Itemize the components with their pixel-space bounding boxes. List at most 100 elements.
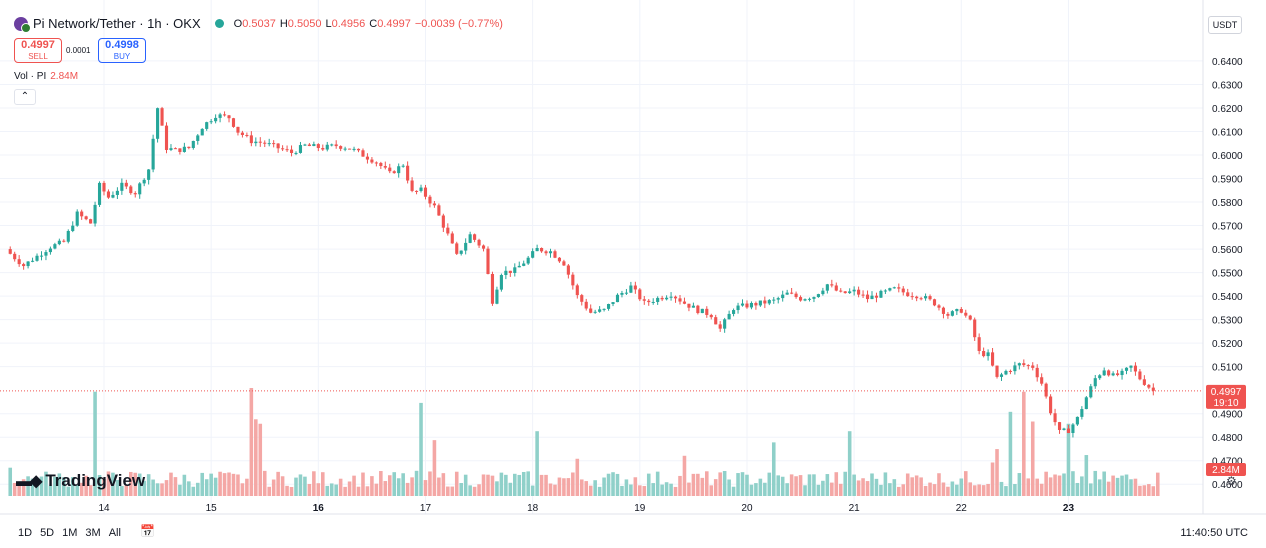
candle-body (749, 302, 754, 308)
symbol-title[interactable]: Pi Network/Tether · 1h · OKX (33, 16, 201, 31)
price-tick-label: 0.6400 (1212, 57, 1243, 68)
candle-body (606, 304, 611, 309)
time-tick-label: 23 (1063, 503, 1075, 514)
candle-body (499, 275, 503, 290)
candle-body (289, 149, 294, 153)
candle-body (66, 231, 70, 242)
candle-body (22, 264, 26, 267)
candle-body (432, 203, 436, 206)
timeframe-1m[interactable]: 1M (62, 527, 78, 539)
volume-bar (437, 477, 441, 496)
candle-body (464, 242, 468, 251)
candle-body (1133, 365, 1138, 372)
volume-bar (106, 471, 111, 496)
candle-body (807, 298, 812, 300)
volume-bar (566, 478, 571, 496)
volume-legend[interactable]: Vol · PI 2.84M (14, 71, 78, 82)
candle-body (53, 244, 57, 249)
candle-body (298, 145, 303, 153)
volume-bar (1071, 471, 1075, 496)
candle-body (169, 148, 173, 150)
volume-bar (1039, 483, 1044, 496)
price-tick-label: 0.5500 (1212, 269, 1243, 280)
time-tick-label: 14 (98, 503, 110, 514)
volume-bar (923, 485, 928, 496)
spread-value: 0.0001 (66, 46, 91, 55)
timeframe-all[interactable]: All (108, 527, 121, 539)
candle-body (44, 252, 48, 256)
price-tick-label: 0.5300 (1212, 316, 1243, 327)
timeframe-bar: 1D 5D 1M 3M All (18, 527, 121, 539)
candle-body (834, 285, 838, 291)
candle-body (414, 190, 419, 192)
candle-body (656, 297, 660, 302)
candle-body (178, 148, 182, 152)
candle-body (1098, 375, 1102, 379)
timeframe-5d[interactable]: 5D (40, 527, 55, 539)
volume-bar (298, 474, 303, 496)
volume-bar (1057, 475, 1062, 496)
settings-gear-icon[interactable]: ⚙ (1226, 474, 1237, 488)
volume-bar (405, 482, 410, 496)
volume-bar (361, 472, 365, 496)
volume-bar (1044, 471, 1048, 496)
time-tick-label: 21 (849, 503, 861, 514)
volume-bar (245, 478, 249, 496)
volume-bar (834, 472, 839, 496)
volume-bar (115, 480, 120, 496)
volume-bar (70, 477, 75, 496)
volume-bar (347, 481, 352, 496)
candle-body (790, 292, 794, 294)
volume-bar (262, 470, 267, 496)
volume-bar (472, 486, 477, 496)
candle-body (615, 294, 620, 303)
volume-bar (548, 483, 553, 496)
collapse-legend-button[interactable]: ⌃ (14, 89, 36, 105)
volume-bar (356, 486, 361, 496)
volume-bar (499, 472, 504, 496)
volume-bar (718, 472, 722, 496)
volume-bar (21, 479, 26, 496)
volume-bar (374, 483, 379, 496)
date-range-icon[interactable]: 📅 (140, 524, 155, 538)
volume-bar (459, 483, 463, 496)
volume-bar (1129, 479, 1133, 496)
timeframe-3m[interactable]: 3M (85, 527, 101, 539)
candle-body (852, 289, 856, 292)
candle-body (504, 270, 508, 276)
volume-bar (57, 473, 62, 496)
volume-bar (508, 482, 513, 496)
volume-bar (995, 449, 999, 496)
price-tick-label: 0.5200 (1212, 339, 1243, 350)
volume-bar (285, 485, 289, 496)
candle-body (182, 146, 186, 152)
volume-bar (615, 473, 620, 496)
candle-body (129, 186, 133, 194)
candle-body (924, 296, 928, 299)
volume-bar (638, 485, 642, 496)
candle-body (486, 248, 490, 274)
candle-body (227, 115, 231, 119)
buy-button[interactable]: 0.4998 BUY (98, 38, 146, 63)
volume-bar (870, 473, 874, 496)
volume-bar (897, 486, 901, 496)
brand-name: TradingView (45, 471, 146, 490)
candle-body (946, 313, 950, 316)
volume-bar (1053, 474, 1057, 496)
volume-bar (178, 484, 182, 496)
sell-button[interactable]: 0.4997 SELL (14, 38, 62, 63)
volume-bar (535, 431, 539, 496)
symbol-header: Pi Network/Tether · 1h · OKX O0.5037 H0.… (14, 16, 507, 33)
candle-body (825, 284, 829, 291)
volume-bar (678, 475, 682, 496)
volume-bar (173, 477, 178, 496)
ohlc-change: −0.0039 (−0.77%) (414, 17, 503, 30)
quote-unit-selector[interactable]: USDT (1208, 16, 1242, 34)
candle-body (1026, 365, 1030, 367)
utc-clock[interactable]: 11:40:50 UTC (1180, 527, 1248, 539)
candle-body (1147, 384, 1151, 388)
volume-bar (575, 458, 580, 496)
volume-bar (280, 476, 285, 496)
timeframe-1d[interactable]: 1D (18, 527, 33, 539)
